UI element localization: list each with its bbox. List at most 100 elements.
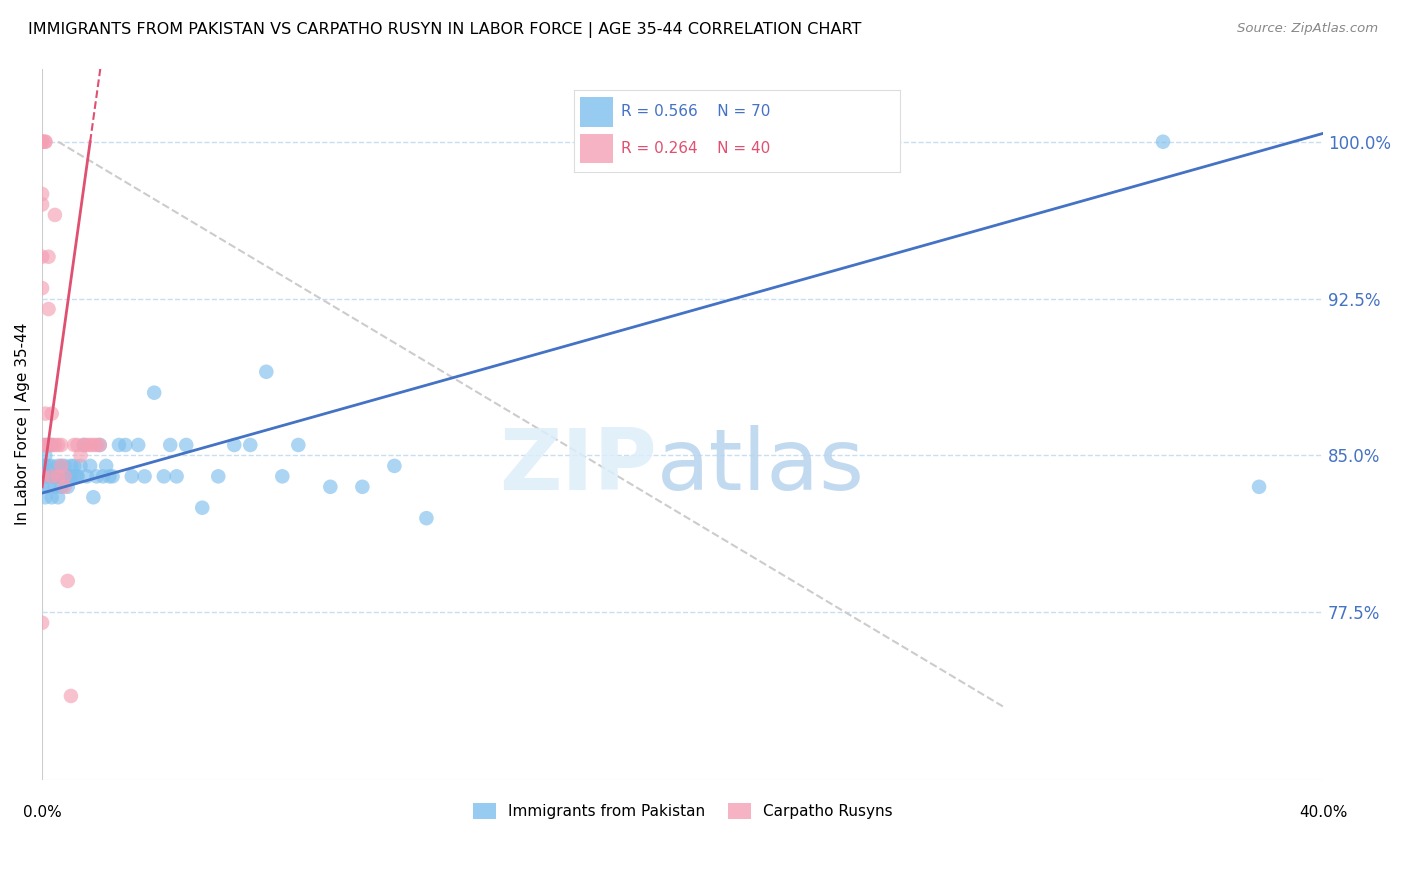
Point (56, 574, 79, 588)
Point (46, 469, 69, 483)
Point (34, 135, 56, 149)
Point (79, 438, 101, 452)
Point (96, 458, 118, 473)
Point (415, 511, 437, 525)
Point (34, 490, 56, 504)
Point (41, 458, 63, 473)
Point (89, 438, 111, 452)
Point (41, 407, 63, 421)
Point (41, 438, 63, 452)
Point (31, 281, 53, 295)
Point (51, 438, 73, 452)
Text: IMMIGRANTS FROM PAKISTAN VS CARPATHO RUSYN IN LABOR FORCE | AGE 35-44 CORRELATIO: IMMIGRANTS FROM PAKISTAN VS CARPATHO RUS… (28, 22, 862, 38)
Point (121, 469, 143, 483)
Point (51, 480, 73, 494)
Point (38, 301, 60, 316)
Point (53, 458, 76, 473)
Point (82, 438, 104, 452)
Point (166, 469, 188, 483)
Point (91, 469, 114, 483)
Point (384, 458, 406, 473)
Point (63, 469, 86, 483)
Text: Source: ZipAtlas.com: Source: ZipAtlas.com (1237, 22, 1378, 36)
Point (76, 469, 98, 483)
Point (46, 458, 69, 473)
Text: ZIP: ZIP (499, 425, 657, 508)
Point (73, 438, 96, 452)
Point (98, 469, 121, 483)
Point (34, 438, 56, 452)
Point (73, 438, 96, 452)
Point (46, 469, 69, 483)
Point (38, 469, 60, 483)
Point (86, 469, 108, 483)
Point (69, 449, 91, 463)
Point (44, 469, 66, 483)
Point (34, 135, 56, 149)
Point (159, 438, 181, 452)
Point (53, 469, 76, 483)
Point (46, 438, 69, 452)
Point (76, 438, 98, 452)
Point (174, 438, 197, 452)
Point (91, 867, 114, 881)
Point (134, 469, 156, 483)
Point (38, 458, 60, 473)
Point (101, 469, 124, 483)
Point (127, 438, 149, 452)
Point (254, 365, 277, 379)
Point (46, 490, 69, 504)
Point (34, 449, 56, 463)
Point (44, 208, 66, 222)
Point (271, 469, 294, 483)
Point (38, 480, 60, 494)
Point (191, 500, 214, 515)
Point (1152, 135, 1174, 149)
Point (31, 250, 53, 264)
Point (1249, 480, 1271, 494)
Point (53, 480, 76, 494)
Point (207, 469, 229, 483)
Point (51, 458, 73, 473)
Point (319, 480, 342, 494)
Point (31, 135, 53, 149)
Point (66, 469, 89, 483)
Point (34, 469, 56, 483)
Point (41, 469, 63, 483)
Point (31, 615, 53, 630)
Point (41, 469, 63, 483)
Point (53, 469, 76, 483)
Point (89, 438, 111, 452)
Point (59, 469, 82, 483)
Point (66, 469, 89, 483)
Point (31, 135, 53, 149)
Point (31, 480, 53, 494)
Point (86, 438, 108, 452)
Point (153, 469, 176, 483)
Point (51, 469, 73, 483)
Point (31, 197, 53, 211)
Point (114, 438, 136, 452)
Point (239, 438, 262, 452)
Point (31, 135, 53, 149)
Text: atlas: atlas (657, 425, 865, 508)
Point (66, 438, 89, 452)
Point (63, 438, 86, 452)
Point (41, 438, 63, 452)
Point (44, 438, 66, 452)
Point (287, 438, 309, 452)
Text: 0.0%: 0.0% (22, 805, 62, 820)
Point (56, 469, 79, 483)
Point (82, 490, 104, 504)
Point (63, 458, 86, 473)
Point (108, 438, 131, 452)
Point (38, 438, 60, 452)
Point (34, 407, 56, 421)
Point (59, 689, 82, 703)
Point (352, 480, 374, 494)
Point (53, 469, 76, 483)
Point (38, 250, 60, 264)
Point (41, 490, 63, 504)
Point (79, 458, 101, 473)
Point (143, 385, 166, 400)
